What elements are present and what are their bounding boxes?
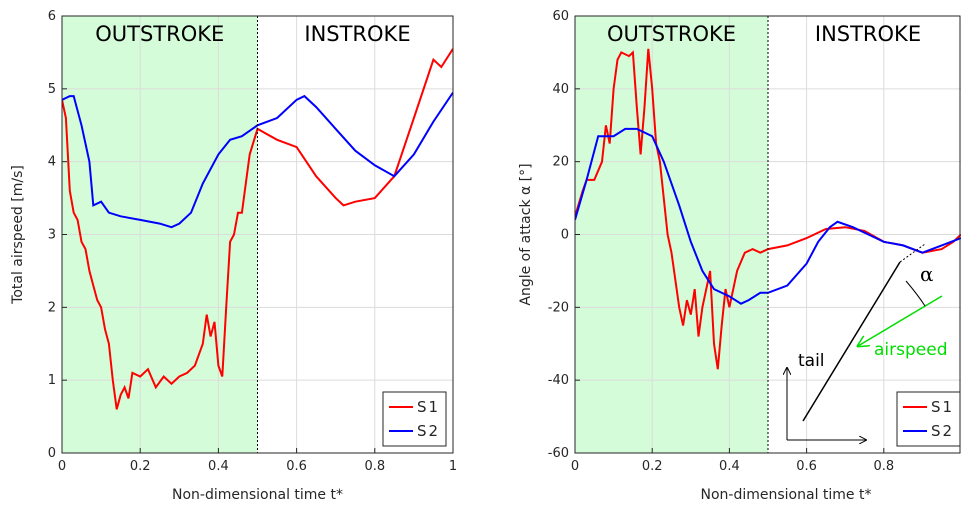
y-tick-label: 40 — [552, 82, 569, 97]
annotation: tail — [798, 351, 825, 371]
legend-label: S1 — [931, 398, 954, 416]
legend-label: S2 — [417, 422, 440, 440]
phase-label: INSTROKE — [304, 22, 410, 46]
data-line — [62, 48, 453, 410]
plot-area — [62, 16, 453, 453]
y-tick-label: 3 — [48, 228, 56, 243]
y-tick-label: 60 — [552, 9, 569, 24]
y-tick-label: 5 — [48, 82, 56, 97]
tail-line — [802, 261, 901, 422]
data-line — [62, 91, 453, 229]
y-tick-label: 4 — [48, 155, 56, 170]
y-tick-label: 0 — [561, 228, 569, 243]
y-tick-label: 20 — [552, 155, 569, 170]
x-tick-label: 0.8 — [873, 459, 894, 474]
y-axis-label: Angle of attack α [°] — [518, 163, 534, 305]
phase-label: OUTSTROKE — [95, 22, 224, 46]
x-tick-label: 0.6 — [796, 459, 817, 474]
y-tick-label: -40 — [548, 373, 569, 388]
legend-label: S1 — [417, 398, 440, 416]
y-tick-label: 1 — [48, 373, 56, 388]
axes-frame — [574, 15, 961, 454]
y-tick-label: -60 — [548, 446, 569, 461]
legend-box — [382, 391, 447, 447]
annotation: airspeed — [874, 340, 948, 360]
y-tick-label: -20 — [548, 300, 569, 315]
x-tick-label: 0 — [571, 459, 579, 474]
x-tick-label: 0.6 — [286, 459, 307, 474]
x-tick-label: 0 — [58, 459, 66, 474]
data-line — [575, 48, 961, 370]
tail-extension — [899, 243, 926, 263]
x-tick-label: 0.4 — [719, 459, 740, 474]
x-axis-label: Non-dimensional time t* — [172, 487, 343, 503]
phase-label: INSTROKE — [815, 22, 921, 46]
phase-label: OUTSTROKE — [607, 22, 736, 46]
annotation: α — [920, 262, 934, 286]
axes-frame — [61, 15, 454, 454]
legend-box — [896, 391, 961, 447]
x-tick-label: 1 — [449, 459, 457, 474]
x-tick-label: 0.8 — [364, 459, 385, 474]
x-tick-label: 0.2 — [642, 459, 663, 474]
y-axis-label: Total airspeed [m/s] — [10, 165, 26, 305]
legend-label: S2 — [931, 422, 954, 440]
angle-arc — [905, 280, 926, 307]
x-tick-label: 0.4 — [208, 459, 229, 474]
data-line — [575, 127, 961, 305]
x-axis-label: Non-dimensional time t* — [701, 487, 872, 503]
y-tick-label: 0 — [48, 446, 56, 461]
airspeed-arrow — [858, 295, 943, 346]
x-tick-label: 0.2 — [130, 459, 151, 474]
y-tick-label: 2 — [48, 300, 56, 315]
y-tick-label: 6 — [48, 9, 56, 24]
